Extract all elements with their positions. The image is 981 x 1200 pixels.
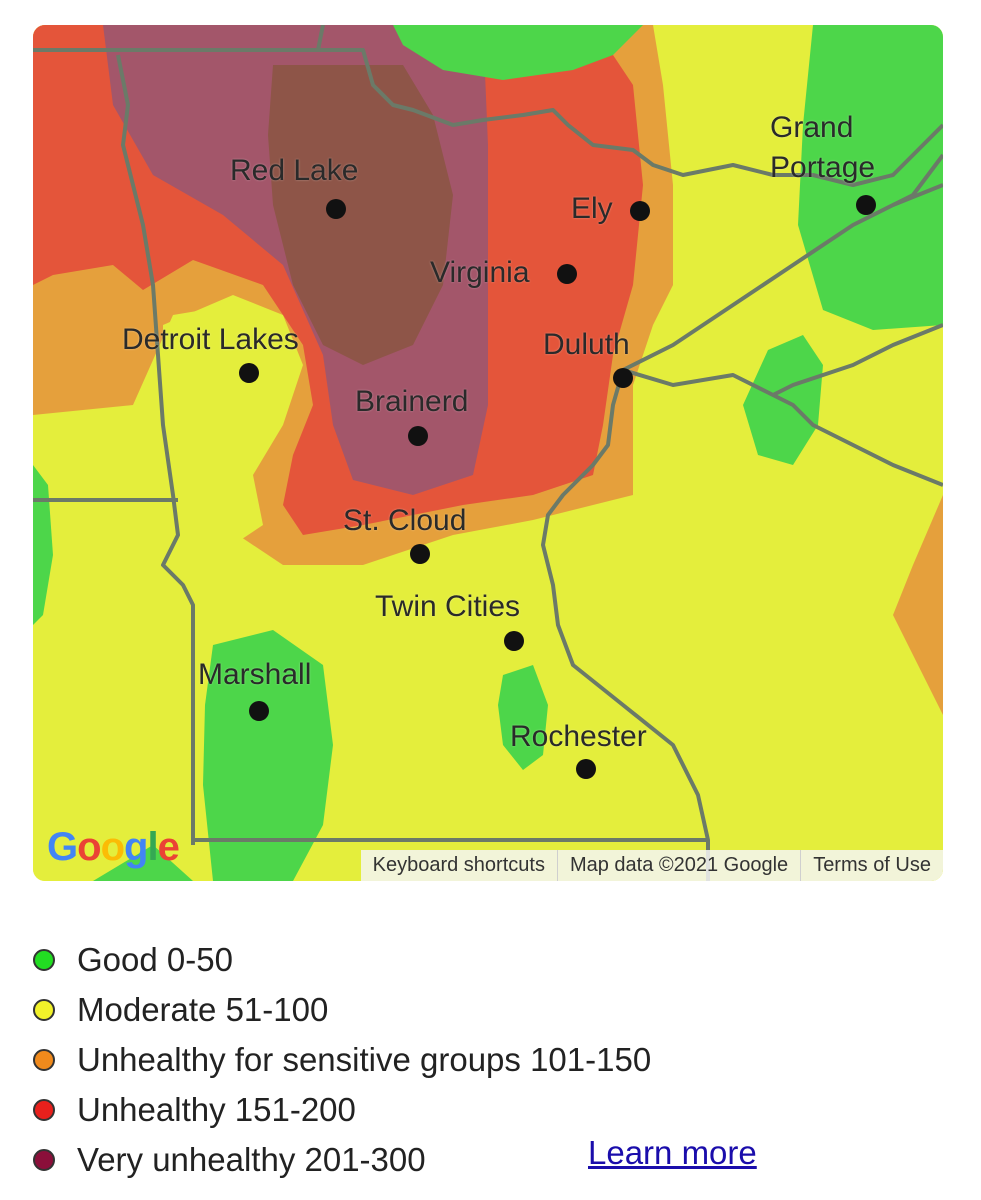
- city-marker-ely[interactable]: [630, 201, 650, 221]
- google-logo[interactable]: Google: [47, 825, 180, 870]
- city-marker-rochester[interactable]: [576, 759, 596, 779]
- city-marker-grand-portage[interactable]: [856, 195, 876, 215]
- legend-swatch-unhealthy: [33, 1099, 55, 1121]
- google-logo-letter: l: [147, 825, 158, 869]
- good-zone-rochester: [498, 665, 548, 770]
- city-label-ely: Ely: [571, 192, 613, 225]
- air-quality-map[interactable]: Red Lake Ely Grand Portage Virginia Detr…: [33, 25, 943, 881]
- very-unhealthy-core: [268, 65, 453, 365]
- google-logo-letter: o: [100, 825, 125, 869]
- city-marker-st-cloud[interactable]: [410, 544, 430, 564]
- city-marker-red-lake[interactable]: [326, 199, 346, 219]
- city-label-duluth: Duluth: [543, 328, 630, 361]
- city-marker-marshall[interactable]: [249, 701, 269, 721]
- moderate-lobe-west: [33, 295, 303, 545]
- city-label-twin-cities: Twin Cities: [375, 590, 521, 623]
- city-label-red-lake: Red Lake: [230, 154, 359, 187]
- legend-item: Unhealthy for sensitive groups 101-150: [33, 1035, 651, 1085]
- good-zone-north: [393, 25, 643, 80]
- legend-item: Good 0-50: [33, 935, 651, 985]
- city-label-grand-portage-line1: Grand: [770, 111, 854, 144]
- legend-item: Moderate 51-100: [33, 985, 651, 1035]
- city-label-st-cloud: St. Cloud: [343, 504, 467, 537]
- legend-label-very-unhealthy: Very unhealthy 201-300: [77, 1141, 426, 1178]
- keyboard-shortcuts-link[interactable]: Keyboard shortcuts: [372, 854, 545, 876]
- city-marker-duluth[interactable]: [613, 368, 633, 388]
- good-zone-marshall: [203, 630, 333, 881]
- legend-item: Unhealthy 151-200: [33, 1085, 651, 1135]
- city-marker-twin-cities[interactable]: [504, 631, 524, 651]
- legend-swatch-moderate: [33, 999, 55, 1021]
- google-logo-letter: g: [124, 825, 148, 869]
- google-logo-letter: G: [47, 825, 78, 869]
- city-label-rochester: Rochester: [510, 720, 647, 753]
- good-zone-northeast: [798, 25, 943, 330]
- legend-swatch-very-unhealthy: [33, 1149, 55, 1171]
- map-canvas: [33, 25, 943, 881]
- good-zone-west-edge: [33, 465, 53, 625]
- city-label-virginia: Virginia: [430, 256, 530, 289]
- city-label-detroit-lakes: Detroit Lakes: [122, 323, 299, 356]
- legend-item: Very unhealthy 201-300: [33, 1135, 651, 1185]
- good-zone-south-west: [93, 845, 193, 881]
- city-label-grand-portage: Grand Portage: [770, 108, 900, 188]
- map-data-attribution: Map data ©2021 Google: [556, 850, 800, 881]
- map-attribution-bar: Keyboard shortcuts Map data ©2021 Google…: [360, 850, 943, 881]
- legend-label-good: Good 0-50: [77, 941, 233, 978]
- sensitive-zone-east: [893, 495, 943, 715]
- legend-swatch-sensitive: [33, 1049, 55, 1071]
- city-label-grand-portage-line2: Portage: [770, 151, 876, 184]
- legend-label-moderate: Moderate 51-100: [77, 991, 329, 1028]
- legend-label-unhealthy: Unhealthy 151-200: [77, 1091, 356, 1128]
- terms-of-use-link[interactable]: Terms of Use: [800, 850, 943, 881]
- city-marker-detroit-lakes[interactable]: [239, 363, 259, 383]
- google-logo-letter: e: [157, 825, 180, 869]
- city-label-brainerd: Brainerd: [355, 385, 469, 418]
- city-marker-brainerd[interactable]: [408, 426, 428, 446]
- city-label-marshall: Marshall: [198, 658, 312, 691]
- state-borders: [33, 25, 943, 881]
- legend-label-sensitive: Unhealthy for sensitive groups 101-150: [77, 1041, 652, 1078]
- learn-more-link[interactable]: Learn more: [588, 1134, 757, 1171]
- legend-swatch-good: [33, 949, 55, 971]
- google-logo-letter: o: [77, 825, 101, 869]
- city-marker-virginia[interactable]: [557, 264, 577, 284]
- aqi-legend: Good 0-50 Moderate 51-100 Unhealthy for …: [33, 935, 651, 1185]
